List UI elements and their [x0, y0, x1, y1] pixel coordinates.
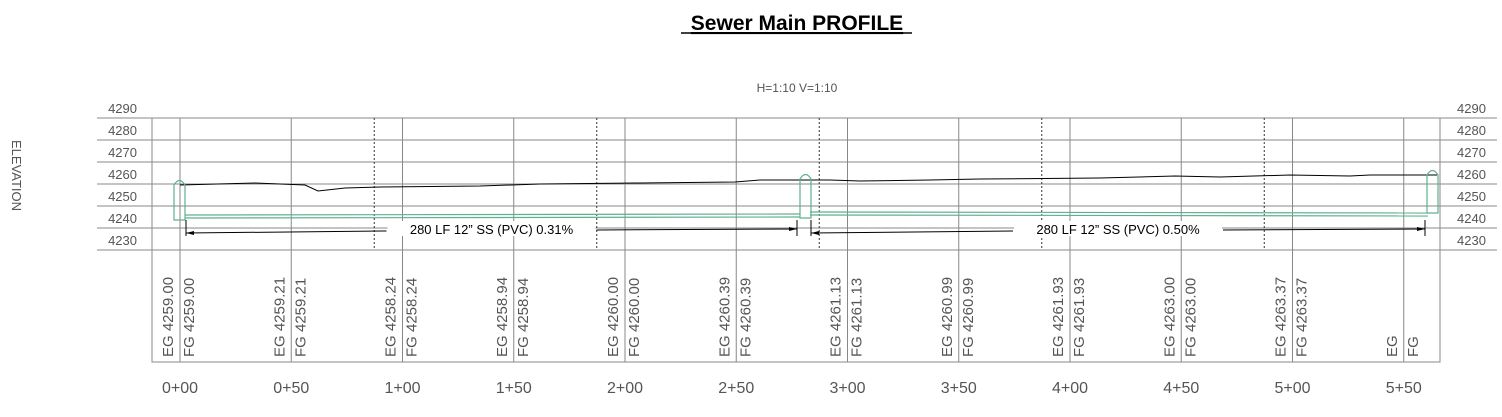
eg-label: EG 4261.13 [828, 277, 845, 357]
station-label: 1+50 [496, 380, 532, 397]
pipe [184, 213, 801, 216]
fg-label: FG 4260.00 [626, 278, 643, 357]
eg-label: EG 4260.00 [605, 277, 622, 357]
station-label: 1+00 [384, 380, 420, 397]
arrow [811, 231, 819, 235]
arrow [186, 231, 194, 235]
dimension-line [185, 230, 387, 234]
elevation-label: 4290 [1457, 101, 1486, 116]
station-label: 0+00 [162, 380, 198, 397]
elevation-label: 4270 [1457, 145, 1486, 160]
manhole [173, 179, 186, 221]
label-bg [387, 221, 596, 236]
fg-label: FG 4259.00 [181, 278, 198, 357]
frame [151, 117, 1441, 363]
dimension-line [596, 228, 798, 231]
elevation-label: 4240 [1457, 211, 1486, 226]
fg-label: FG 4260.99 [960, 278, 977, 357]
station-label: 2+50 [718, 380, 754, 397]
station-label: 3+50 [941, 380, 977, 397]
elevation-label: 4270 [108, 145, 137, 160]
elevation-label: 4280 [108, 123, 137, 138]
elevation-label: 4250 [1457, 189, 1486, 204]
fg-label: FG [1405, 336, 1422, 357]
fg-label: FG 4258.24 [404, 278, 421, 357]
scale: H=1:10 V=1:10 [757, 81, 838, 95]
elevation-label: 4260 [108, 167, 137, 182]
fg-label: FG 4259.21 [292, 278, 309, 357]
pipe-label: 280 LF 12” SS (PVC) 0.50% [1036, 222, 1200, 237]
station-label: 3+00 [829, 380, 865, 397]
eg-label: EG 4261.93 [1050, 277, 1067, 357]
eg-label: EG 4263.37 [1273, 277, 1290, 357]
axis-label: ELEVATION [9, 140, 24, 211]
elevation-label: 4260 [1457, 167, 1486, 182]
station-label: 4+50 [1163, 380, 1199, 397]
fg-label: FG 4263.00 [1182, 278, 1199, 357]
elevation-label: 4230 [108, 233, 137, 248]
station-label: 5+00 [1274, 380, 1310, 397]
fg-label: FG 4258.94 [515, 278, 532, 357]
elevation-label: 4250 [108, 189, 137, 204]
station-label: 5+50 [1386, 380, 1422, 397]
eg-label: EG 4259.21 [271, 277, 288, 357]
fg-label: FG 4260.39 [737, 278, 754, 357]
fg-label: FG 4263.37 [1294, 278, 1311, 357]
title: Sewer Main PROFILE [691, 12, 903, 35]
pipe-label: 280 LF 12” SS (PVC) 0.31% [410, 222, 574, 237]
eg-label: EG 4258.94 [494, 277, 511, 357]
pipe [809, 211, 1429, 214]
elevation-label: 4290 [108, 101, 137, 116]
eg-label: EG 4260.99 [939, 277, 956, 357]
station-label: 2+00 [607, 380, 643, 397]
dimension-line [1222, 228, 1426, 231]
eg-label: EG 4259.00 [160, 277, 177, 357]
eg-label: EG 4260.39 [716, 277, 733, 357]
fg-label: FG 4261.13 [849, 278, 866, 357]
station-label: 0+50 [273, 380, 309, 397]
elevation-label: 4240 [108, 211, 137, 226]
eg-label: EG [1384, 335, 1401, 357]
fg-label: FG 4261.93 [1071, 278, 1088, 357]
station-label: 4+00 [1052, 380, 1088, 397]
manhole [799, 173, 812, 219]
eg-label: EG 4263.00 [1161, 277, 1178, 357]
eg-label: EG 4258.24 [383, 277, 400, 357]
elevation-label: 4230 [1457, 233, 1486, 248]
pipe [809, 214, 1429, 217]
ground-line [179, 174, 1437, 192]
label-bg [1014, 221, 1222, 236]
arrow [1417, 227, 1425, 231]
arrow [789, 227, 797, 231]
dimension-line [810, 230, 1014, 234]
pipe [184, 216, 801, 219]
manhole [1426, 169, 1439, 214]
elevation-label: 4280 [1457, 123, 1486, 138]
